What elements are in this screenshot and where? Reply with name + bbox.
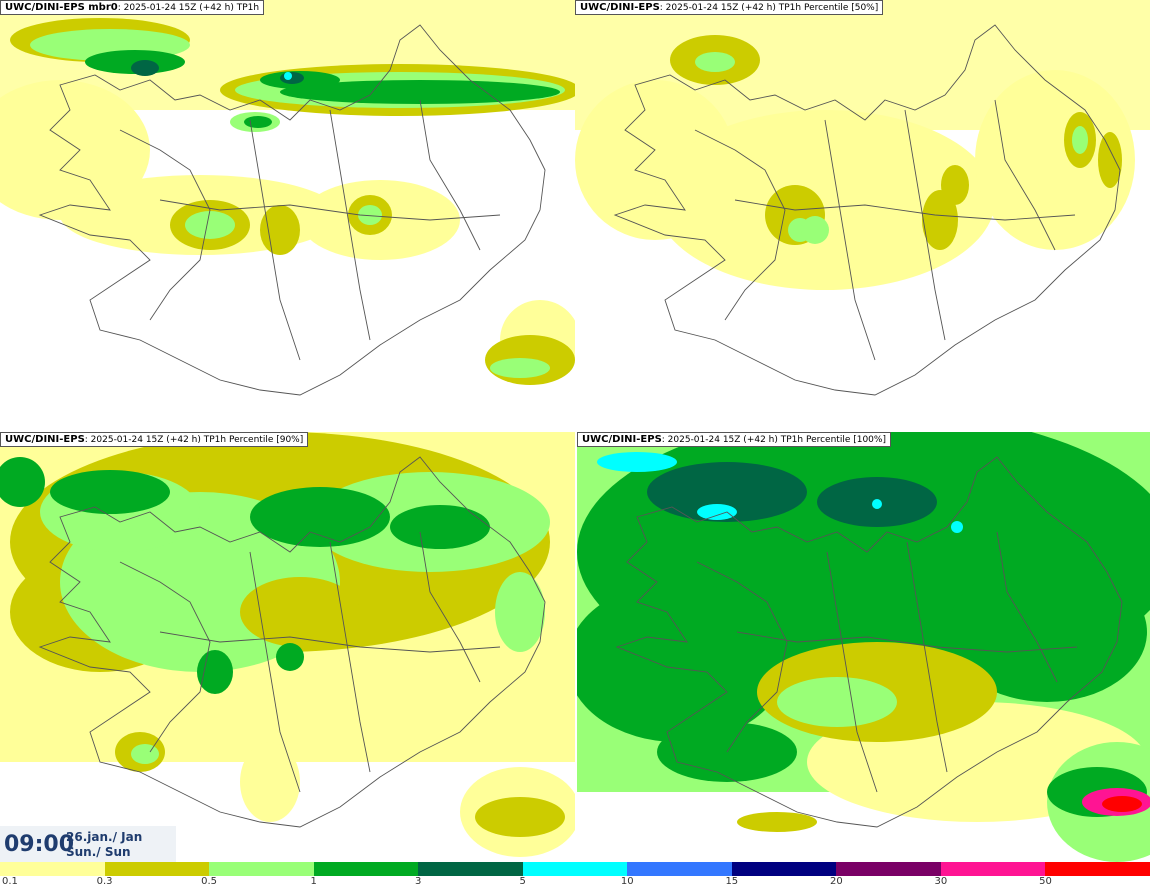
valid-time-box: 09:00 26.jan./ Jan Sun./ Sun [0, 826, 176, 862]
precip-map [575, 0, 1150, 396]
colorbar-label: 5 [519, 876, 526, 887]
colorbar-segment [0, 862, 105, 876]
panel-title: UWC/DINI-EPS mbr0: 2025-01-24 15Z (+42 h… [0, 0, 265, 15]
map-panel-p50: UWC/DINI-EPS: 2025-01-24 15Z (+42 h) TP1… [575, 0, 1150, 430]
colorbar-segment [418, 862, 523, 876]
colorbar-segment [627, 862, 732, 876]
colorbar-segment [1045, 862, 1150, 876]
colorbar-segment [104, 862, 210, 876]
colorbar-label: 30 [934, 876, 948, 887]
panel-title: UWC/DINI-EPS: 2025-01-24 15Z (+42 h) TP1… [577, 432, 891, 447]
precip-map [0, 432, 575, 857]
colorbar-label: 20 [829, 876, 843, 887]
panel-title: UWC/DINI-EPS: 2025-01-24 15Z (+42 h) TP1… [0, 432, 309, 447]
colorbar-label: 10 [620, 876, 634, 887]
map-panel-p90: UWC/DINI-EPS: 2025-01-24 15Z (+42 h) TP1… [0, 432, 575, 862]
colorbar-label: 0.5 [201, 876, 218, 887]
colorbar-label: 0.3 [96, 876, 113, 887]
colorbar-segment [313, 862, 419, 876]
colorbar-label: 15 [725, 876, 739, 887]
map-panel-p100: UWC/DINI-EPS: 2025-01-24 15Z (+42 h) TP1… [577, 432, 1150, 862]
colorbar-segment [731, 862, 837, 876]
valid-weekday: Sun./ Sun [66, 845, 131, 859]
colorbar-label: 3 [414, 876, 422, 887]
colorbar [0, 862, 1150, 876]
colorbar-label: 0.1 [2, 876, 18, 887]
precip-map [0, 0, 575, 396]
colorbar-label: 50 [1039, 876, 1052, 887]
valid-date: 26.jan./ Jan [66, 830, 143, 844]
colorbar-segment [209, 862, 314, 876]
colorbar-segment [940, 862, 1046, 876]
colorbar-segment [522, 862, 628, 876]
panel-title: UWC/DINI-EPS: 2025-01-24 15Z (+42 h) TP1… [575, 0, 884, 15]
map-panel-mbr0: UWC/DINI-EPS mbr0: 2025-01-24 15Z (+42 h… [0, 0, 575, 430]
valid-hour: 09:00 [4, 832, 75, 857]
precip-map [577, 432, 1150, 862]
colorbar-label: 1 [310, 876, 317, 887]
colorbar-segment [836, 862, 941, 876]
